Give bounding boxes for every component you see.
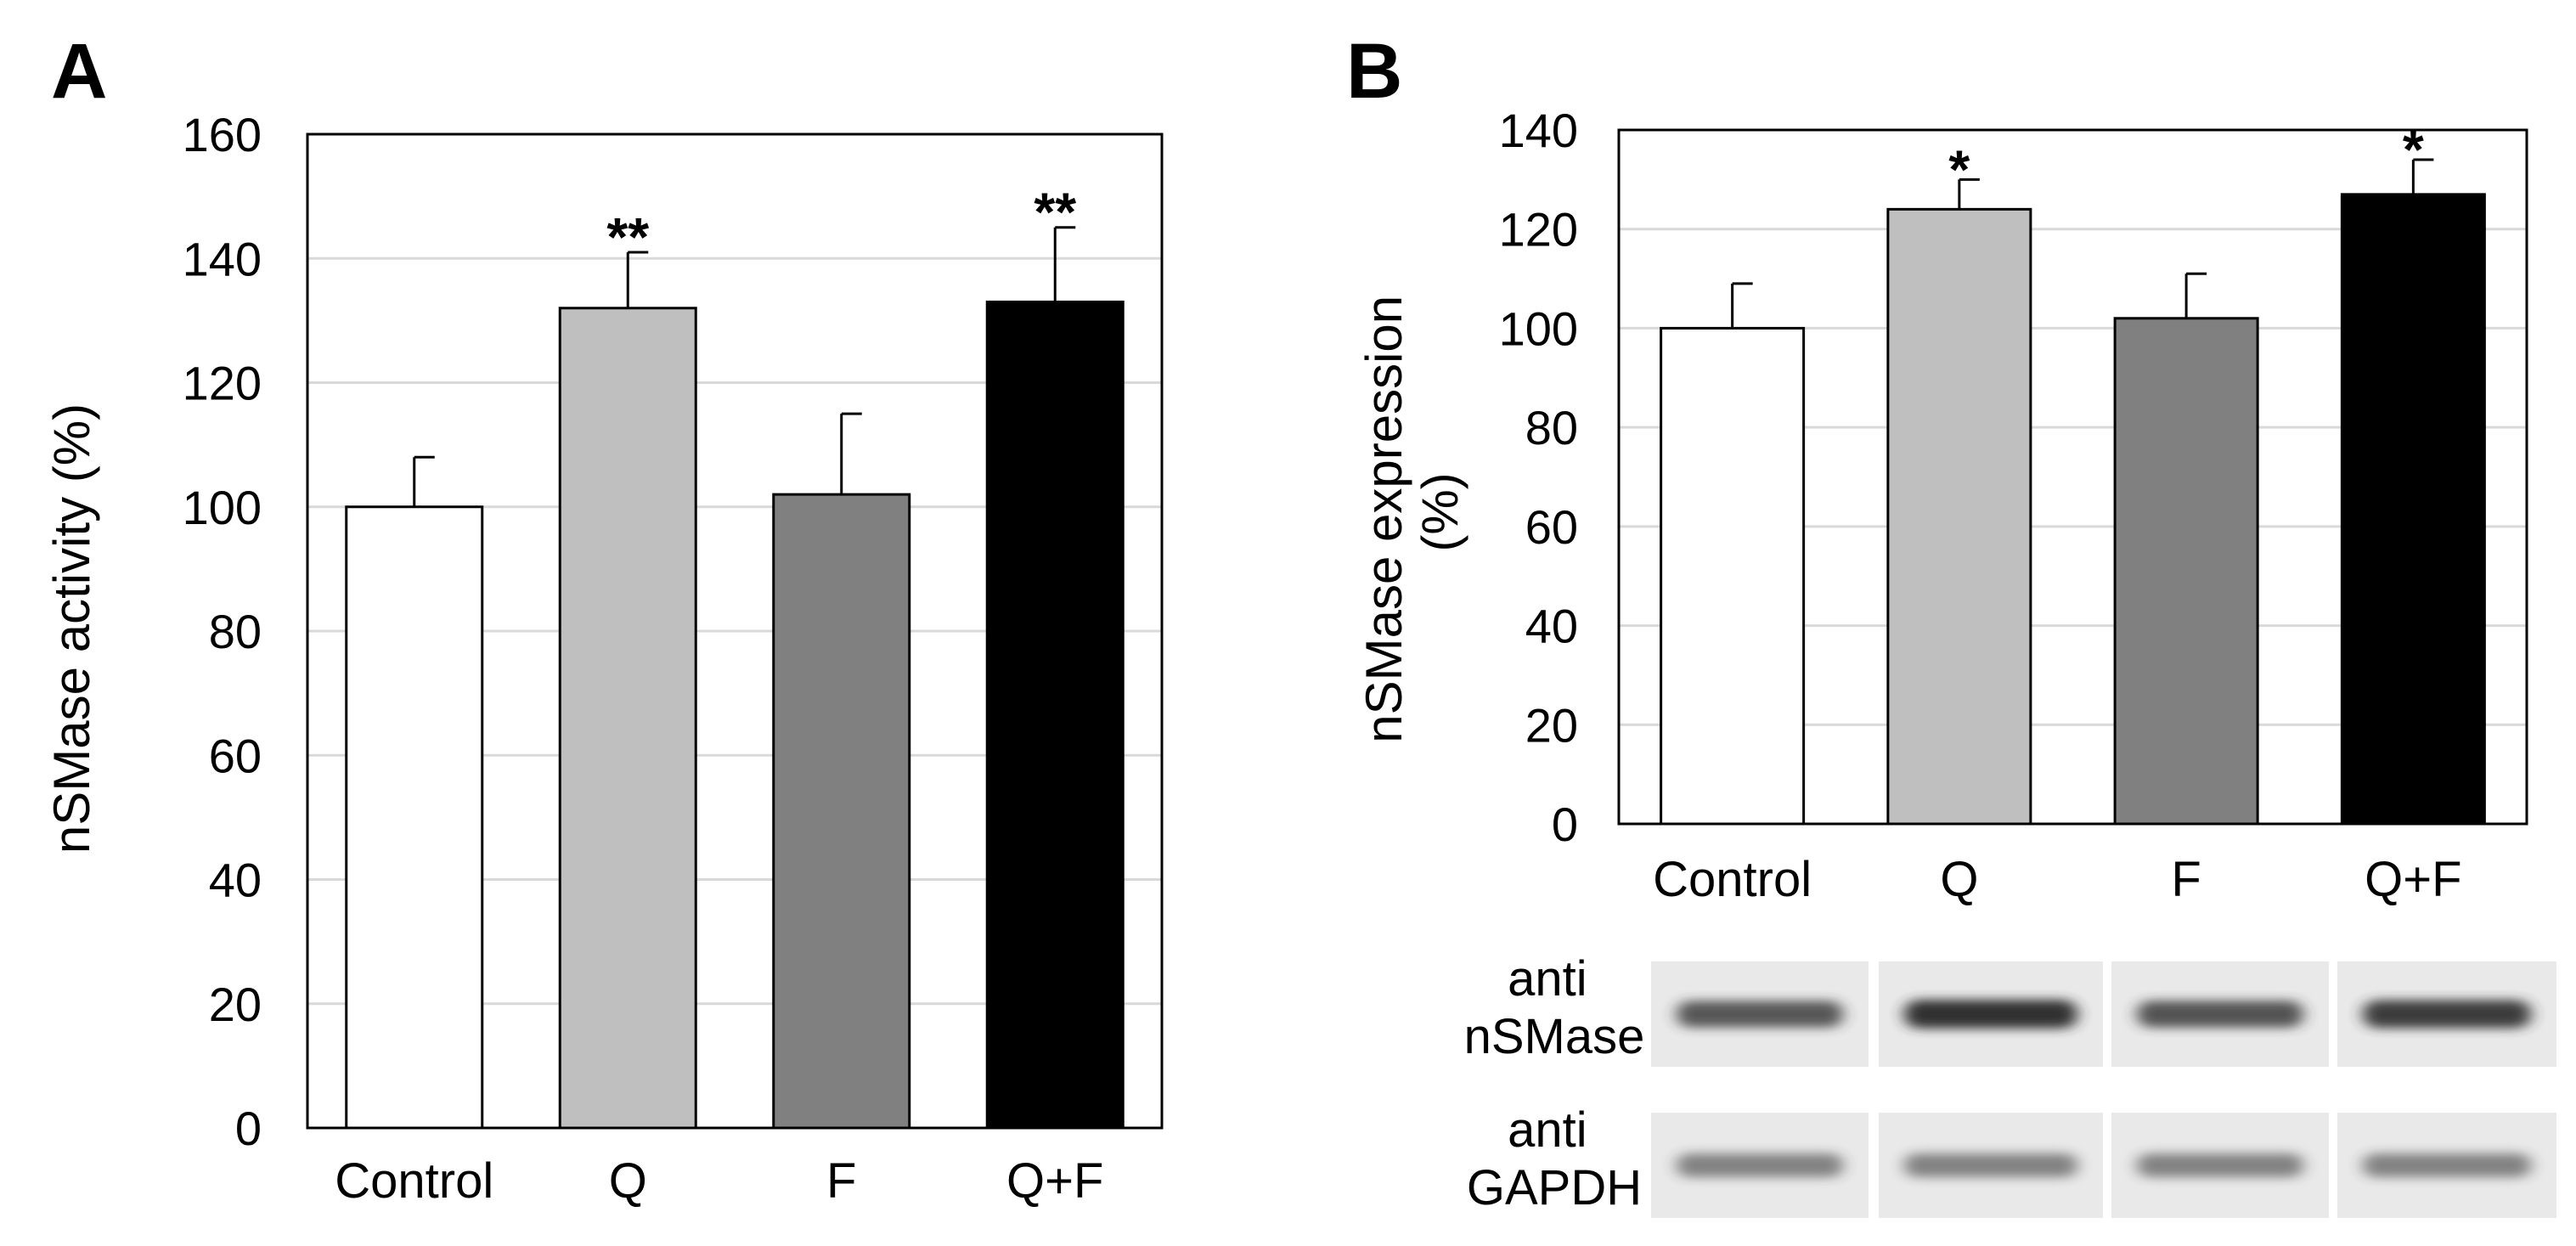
bar-q <box>1886 207 2032 826</box>
bar-control <box>345 505 484 1130</box>
blot-row-nsmase-label: anti nSMase <box>1464 951 1645 1064</box>
blot-band-1-3 <box>2363 1153 2531 1177</box>
y-tick-label-120: 120 <box>183 357 262 410</box>
panel-b: B * * 0 20 40 60 80 100 120 140 Control Q F Q+F nSM… <box>1346 28 2556 1218</box>
blot-band-0-0 <box>1677 1001 1843 1028</box>
significance-q: * <box>1948 138 1970 200</box>
y-tick-label-140: 140 <box>1499 104 1578 157</box>
category-label-f: F <box>826 1153 856 1209</box>
blot-band-1-0 <box>1677 1153 1843 1177</box>
blot-row-nsmase: anti nSMase <box>1464 951 2556 1067</box>
y-tick-label-160: 160 <box>183 108 262 161</box>
panel-b-y-axis-label: nSMase expression (%) <box>1356 281 1468 743</box>
panel-b-error-bars <box>1731 158 2434 329</box>
category-label-f: F <box>2171 852 2201 907</box>
panel-b-y-axis-label-line-2: (%) <box>1412 472 1468 551</box>
panel-a-significance: ** ** <box>606 182 1076 268</box>
significance-q-plus-f: * <box>2403 119 2424 180</box>
blot-row-gapdh-lanes <box>1651 1113 2556 1218</box>
panel-a-error-bars <box>413 226 1076 507</box>
panel-a-y-tick-labels: 0 20 40 60 80 100 120 140 160 <box>183 108 262 1155</box>
bar-f <box>772 493 911 1130</box>
y-tick-label-60: 60 <box>209 729 262 782</box>
bar-q-plus-f <box>985 300 1125 1130</box>
panel-a-bars <box>345 300 1125 1130</box>
y-tick-label-80: 80 <box>209 605 262 658</box>
blot-row-nsmase-label-line-2: nSMase <box>1464 1009 1645 1064</box>
blot-row-gapdh: anti GAPDH <box>1467 1102 2556 1218</box>
y-tick-label-40: 40 <box>209 854 262 907</box>
panel-b-plot-frame <box>1617 128 2528 826</box>
panel-a: A ** ** 0 20 40 60 80 100 120 140 160 Control Q F Q+… <box>43 28 1164 1209</box>
y-tick-label-80: 80 <box>1525 401 1578 454</box>
panel-a-plot-frame <box>306 132 1164 1130</box>
significance-q-plus-f: ** <box>1034 182 1076 243</box>
y-tick-label-60: 60 <box>1525 500 1578 554</box>
blot-row-nsmase-label-line-1: anti <box>1508 951 1587 1006</box>
blot-row-gapdh-label-line-2: GAPDH <box>1467 1160 1642 1215</box>
y-tick-label-20: 20 <box>209 978 262 1031</box>
category-label-control: Control <box>335 1153 493 1209</box>
bar-control <box>1660 326 1806 826</box>
blot-band-1-2 <box>2137 1153 2303 1177</box>
category-label-q-plus-f: Q+F <box>2365 852 2461 907</box>
y-tick-label-40: 40 <box>1525 600 1578 653</box>
panel-a-y-axis-label: nSMase activity (%) <box>43 403 100 854</box>
panel-b-y-tick-labels: 0 20 40 60 80 100 120 140 <box>1499 104 1578 851</box>
blot-row-gapdh-label: anti GAPDH <box>1467 1102 1642 1215</box>
blot-band-1-1 <box>1904 1153 2077 1177</box>
y-tick-label-120: 120 <box>1499 203 1578 257</box>
blot-band-0-1 <box>1904 1000 2077 1029</box>
panel-a-category-labels: Control Q F Q+F <box>335 1153 1103 1209</box>
panel-b-category-labels: Control Q F Q+F <box>1653 852 2461 907</box>
y-tick-label-100: 100 <box>183 481 262 534</box>
significance-q: ** <box>606 206 649 268</box>
y-tick-label-140: 140 <box>183 232 262 285</box>
bar-q-plus-f <box>2340 193 2486 826</box>
y-tick-label-100: 100 <box>1499 302 1578 355</box>
western-blot: anti nSMase anti GAPDH <box>1464 951 2556 1218</box>
y-tick-label-0: 0 <box>235 1102 262 1155</box>
blot-row-gapdh-label-line-1: anti <box>1508 1102 1587 1158</box>
y-tick-label-0: 0 <box>1552 798 1578 851</box>
panel-a-letter: A <box>51 28 107 115</box>
bar-q <box>558 307 697 1130</box>
category-label-q-plus-f: Q+F <box>1006 1153 1103 1209</box>
y-tick-label-20: 20 <box>1525 698 1578 752</box>
category-label-control: Control <box>1653 852 1812 907</box>
category-label-q: Q <box>1940 852 1978 907</box>
panel-b-bars <box>1660 193 2486 826</box>
blot-band-0-3 <box>2363 1000 2531 1029</box>
bar-f <box>2113 317 2259 826</box>
blot-row-nsmase-lanes <box>1651 961 2556 1067</box>
category-label-q: Q <box>609 1153 647 1209</box>
panel-b-letter: B <box>1346 28 1402 115</box>
panel-b-y-axis-label-line-1: nSMase expression <box>1356 296 1412 743</box>
blot-band-0-2 <box>2137 1001 2303 1028</box>
